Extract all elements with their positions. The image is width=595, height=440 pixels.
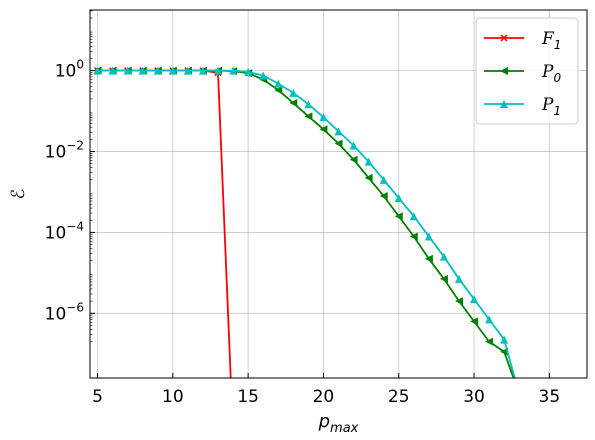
data-point bbox=[138, 66, 147, 75]
data-point bbox=[409, 232, 418, 241]
y-axis-title: ℰ bbox=[8, 188, 29, 199]
data-point bbox=[153, 66, 162, 75]
x-tick-label: 35 bbox=[539, 387, 561, 407]
data-point bbox=[198, 66, 207, 75]
x-tick-label: 30 bbox=[463, 387, 485, 407]
data-point bbox=[454, 274, 463, 283]
data-point bbox=[470, 317, 479, 326]
x-tick-label: 25 bbox=[388, 387, 410, 407]
data-point bbox=[409, 212, 418, 221]
axis-ticks: 5 10 15 20 25 30 35 100 10−2 10−4 10−6 bbox=[45, 10, 561, 407]
data-point bbox=[274, 86, 283, 95]
y-tick-label: 10−2 bbox=[45, 139, 84, 163]
data-point bbox=[379, 175, 388, 184]
axis-titles: pmax ℰ bbox=[8, 188, 359, 436]
data-point bbox=[289, 99, 298, 108]
x-tick-label: 15 bbox=[237, 387, 259, 407]
data-point bbox=[244, 67, 253, 76]
data-point bbox=[379, 192, 388, 201]
y-tick-label: 10−6 bbox=[45, 300, 84, 324]
y-tick-label: 100 bbox=[55, 58, 84, 82]
legend-label: P1 bbox=[541, 95, 561, 118]
data-point bbox=[394, 194, 403, 203]
data-point bbox=[349, 141, 358, 150]
data-point bbox=[439, 252, 448, 261]
data-point bbox=[123, 66, 132, 75]
data-point bbox=[454, 297, 463, 306]
data-point bbox=[334, 127, 343, 136]
series-layer bbox=[93, 66, 516, 378]
data-point bbox=[334, 139, 343, 148]
data-point bbox=[394, 212, 403, 221]
x-tick-label: 10 bbox=[162, 387, 184, 407]
data-point bbox=[319, 113, 328, 122]
data-point bbox=[289, 88, 298, 97]
series-line bbox=[97, 69, 232, 378]
data-point bbox=[485, 337, 494, 346]
data-point bbox=[500, 335, 509, 344]
data-point bbox=[93, 66, 102, 75]
data-point bbox=[485, 315, 494, 324]
data-point bbox=[108, 66, 117, 75]
data-point bbox=[424, 254, 433, 263]
data-point bbox=[424, 232, 433, 241]
data-point bbox=[274, 79, 283, 88]
data-point bbox=[304, 100, 313, 109]
data-point bbox=[439, 274, 448, 283]
data-point bbox=[259, 71, 268, 80]
data-point bbox=[304, 112, 313, 121]
series-p0 bbox=[93, 66, 515, 378]
data-point bbox=[183, 66, 192, 75]
data-point bbox=[319, 125, 328, 134]
data-point bbox=[470, 295, 479, 304]
data-point bbox=[364, 157, 373, 166]
data-point bbox=[229, 66, 238, 75]
data-point bbox=[168, 66, 177, 75]
data-point bbox=[349, 155, 358, 164]
legend-label: P0 bbox=[541, 62, 561, 85]
x-tick-label: 5 bbox=[92, 387, 103, 407]
data-point bbox=[214, 66, 223, 75]
series-p1 bbox=[93, 66, 516, 378]
data-point bbox=[364, 173, 373, 182]
x-tick-label: 20 bbox=[313, 387, 335, 407]
marker-x-stroke bbox=[500, 34, 508, 42]
marker-x bbox=[500, 34, 508, 42]
legend-label: F1 bbox=[541, 29, 561, 52]
legend: F1 P0 P1 bbox=[475, 17, 579, 125]
x-axis-title: pmax bbox=[318, 411, 359, 436]
legend-box bbox=[475, 17, 579, 125]
data-point bbox=[500, 100, 508, 108]
series-f1 bbox=[93, 67, 232, 378]
y-tick-label: 10−4 bbox=[45, 219, 84, 243]
data-point bbox=[500, 67, 508, 75]
